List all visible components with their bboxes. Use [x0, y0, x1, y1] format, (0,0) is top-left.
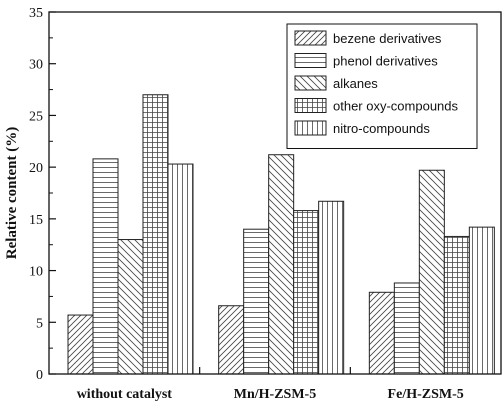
y-tick-label: 15	[29, 213, 43, 228]
y-axis-label: Relative content (%)	[4, 127, 20, 259]
bar	[117, 239, 144, 375]
bar	[268, 154, 295, 375]
y-tick-label: 0	[36, 368, 43, 383]
y-tick-label: 30	[29, 58, 43, 73]
bar	[318, 200, 345, 375]
bars-layer	[67, 94, 495, 375]
bar	[218, 305, 245, 375]
legend-swatch	[294, 30, 327, 46]
bar	[393, 282, 420, 375]
bar	[67, 314, 94, 375]
y-tick-label: 5	[36, 316, 43, 331]
bar	[293, 210, 320, 375]
x-tick-label: Fe/H-ZSM-5	[388, 387, 464, 402]
legend-label: other oxy-compounds	[333, 99, 459, 114]
y-tick-label: 35	[29, 6, 43, 21]
legend-label: bezene derivatives	[333, 31, 442, 46]
bar	[468, 226, 495, 375]
bar	[368, 291, 395, 375]
y-tick-label: 25	[29, 109, 43, 124]
bar	[142, 94, 169, 375]
legend-swatch	[294, 98, 327, 113]
y-tick-label: 10	[29, 265, 43, 280]
y-tick-label: 20	[29, 161, 43, 176]
bar	[418, 169, 445, 375]
axes-layer: 0 5 10 15 20 25 30 35 without catalyst Mn/H-ZSM-5…	[29, 6, 502, 402]
legend-label: nitro-compounds	[333, 121, 430, 136]
legend-label: phenol derivatives	[333, 54, 438, 69]
legend-label: alkanes	[333, 76, 378, 91]
bar	[92, 158, 119, 375]
legend-swatch	[294, 53, 327, 68]
legend-swatch	[294, 75, 327, 91]
legend: bezene derivatives phenol derivatives alka…	[286, 23, 478, 149]
x-tick-label: Mn/H-ZSM-5	[234, 387, 316, 402]
bar	[443, 235, 470, 375]
x-tick-label: without catalyst	[77, 387, 173, 402]
bar	[243, 228, 270, 375]
legend-swatch	[294, 120, 327, 136]
bar	[167, 163, 194, 375]
